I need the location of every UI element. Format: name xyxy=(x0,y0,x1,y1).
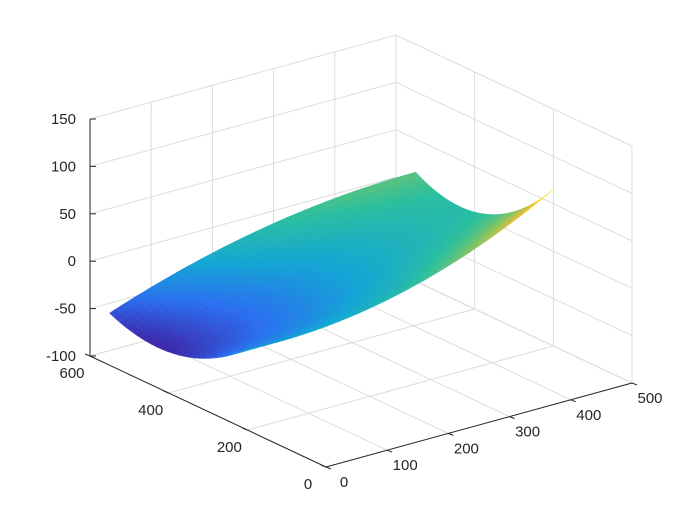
back-wall-gridline-z xyxy=(89,34,397,120)
side-wall-gridline-z xyxy=(395,129,633,242)
surface-patch xyxy=(541,189,554,199)
z-tick-label: -50 xyxy=(54,301,76,318)
x-tick-mark xyxy=(509,416,515,420)
side-wall-gridline-z xyxy=(395,271,633,384)
y-axis-line xyxy=(89,355,327,468)
z-tick-label: 50 xyxy=(59,206,76,223)
y-tick-label: 200 xyxy=(217,439,242,456)
back-wall-gridline-z xyxy=(89,129,397,215)
z-tick-label: -100 xyxy=(46,348,76,365)
y-tick-mark xyxy=(242,427,248,431)
tick-labels: 0 100 200 300 400 500 0 200 400 600-100 -50 0 50 100 1… xyxy=(46,111,663,493)
y-tick-mark xyxy=(163,390,169,394)
y-tick-mark xyxy=(84,353,91,357)
x-tick-label: 300 xyxy=(515,424,540,441)
x-tick-mark xyxy=(325,466,332,470)
x-tick-mark xyxy=(570,399,576,403)
x-tick-label: 500 xyxy=(637,390,662,407)
y-tick-label: 0 xyxy=(304,476,312,493)
y-tick-label: 400 xyxy=(138,402,163,419)
floor-gridline-x xyxy=(150,338,388,451)
z-tick-label: 150 xyxy=(51,111,76,128)
z-tick-label: 0 xyxy=(68,253,76,270)
x-tick-mark xyxy=(631,382,638,386)
back-wall-gridline-z xyxy=(89,81,397,167)
x-tick-label: 400 xyxy=(576,407,601,424)
surface xyxy=(109,171,554,359)
side-wall-gridline-z xyxy=(395,34,633,147)
z-tick-label: 100 xyxy=(51,158,76,175)
x-tick-label: 100 xyxy=(393,457,418,474)
x-tick-label: 200 xyxy=(454,440,479,457)
floor-gridline-y xyxy=(247,345,554,431)
axes xyxy=(84,118,638,470)
y-tick-mark xyxy=(320,464,327,468)
x-axis-line xyxy=(325,382,633,468)
x-tick-mark xyxy=(448,432,454,436)
floor-gridline-x xyxy=(334,288,572,401)
back-wall-gridline-z xyxy=(89,176,397,262)
x-tick-mark xyxy=(387,449,393,453)
y-tick-label: 600 xyxy=(59,365,84,382)
floor-gridline-y xyxy=(168,308,475,394)
side-wall-gridline-z xyxy=(395,81,633,194)
x-tick-label: 0 xyxy=(340,474,348,491)
